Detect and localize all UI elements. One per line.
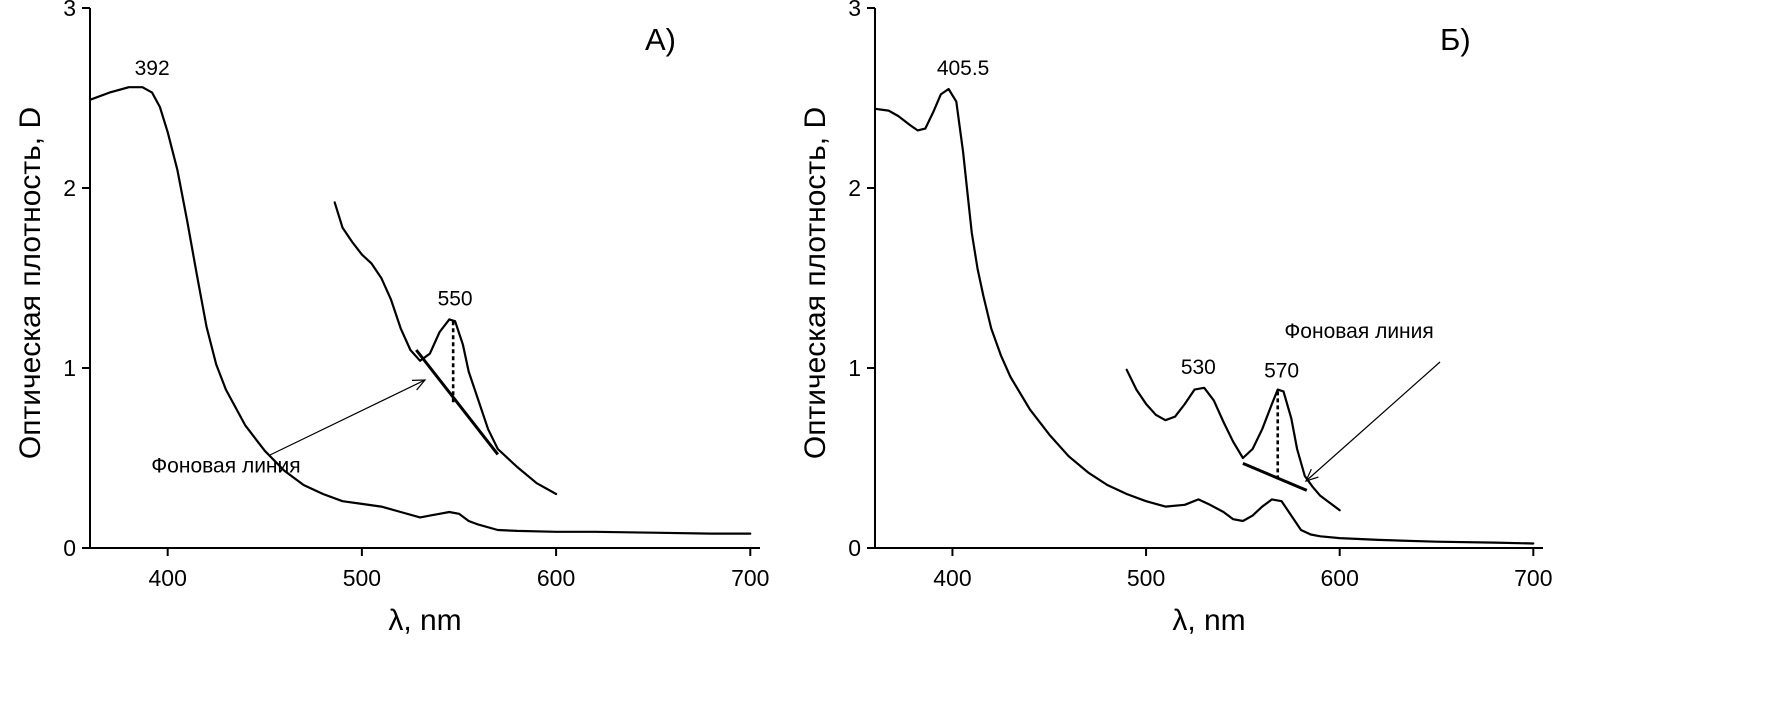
x-tick-label: 600 bbox=[537, 565, 575, 591]
background-line-label: Фоновая линия bbox=[151, 454, 300, 477]
spectrum-curve bbox=[873, 87, 1535, 545]
panel-b: 400 500 600 700 0 1 2 3 λ, nm Оптическая плотност… bbox=[799, 0, 1553, 637]
x-tick-label: 500 bbox=[343, 565, 381, 591]
y-tick-label: 1 bbox=[63, 355, 76, 381]
peak-label: 392 bbox=[135, 57, 170, 80]
arrow-line bbox=[269, 379, 426, 456]
y-tick-label: 2 bbox=[63, 175, 76, 201]
background-line bbox=[1242, 462, 1308, 492]
y-axis-title: Оптическая плотность, D bbox=[799, 107, 832, 459]
y-tick-label: 0 bbox=[848, 535, 861, 561]
peak-label: 530 bbox=[1181, 356, 1216, 379]
x-tick-label: 500 bbox=[1127, 565, 1165, 591]
x-axis-title: λ, nm bbox=[388, 604, 461, 637]
peak-label: 570 bbox=[1264, 360, 1299, 383]
background-line bbox=[415, 349, 500, 456]
y-tick-label: 3 bbox=[848, 0, 861, 21]
peak-label: 550 bbox=[438, 287, 473, 310]
x-tick-label: 700 bbox=[1514, 565, 1552, 591]
background-line-label: Фоновая линия bbox=[1284, 320, 1433, 343]
y-tick-label: 2 bbox=[848, 175, 861, 201]
spectrum-curve-inset bbox=[1125, 368, 1341, 512]
arrow-line bbox=[1305, 361, 1441, 482]
panel-label: Б) bbox=[1440, 22, 1471, 57]
spectrum-curve bbox=[88, 86, 752, 535]
panel-label: А) bbox=[645, 22, 676, 57]
x-tick-label: 700 bbox=[731, 565, 769, 591]
y-tick-label: 0 bbox=[63, 535, 76, 561]
x-tick-label: 400 bbox=[148, 565, 186, 591]
panel-a: 400 500 600 700 0 1 2 3 λ, nm Оптическая плотност… bbox=[14, 0, 769, 637]
y-axis-title: Оптическая плотность, D bbox=[14, 107, 47, 459]
y-tick-label: 1 bbox=[848, 355, 861, 381]
x-axis-title: λ, nm bbox=[1172, 604, 1245, 637]
arrow-head bbox=[1304, 468, 1319, 482]
x-tick-label: 400 bbox=[933, 565, 971, 591]
y-tick-label: 3 bbox=[63, 0, 76, 21]
spectrum-curve-inset bbox=[333, 201, 558, 496]
arrow-head bbox=[411, 379, 427, 391]
peak-label: 405.5 bbox=[937, 57, 990, 80]
x-tick-label: 600 bbox=[1321, 565, 1359, 591]
